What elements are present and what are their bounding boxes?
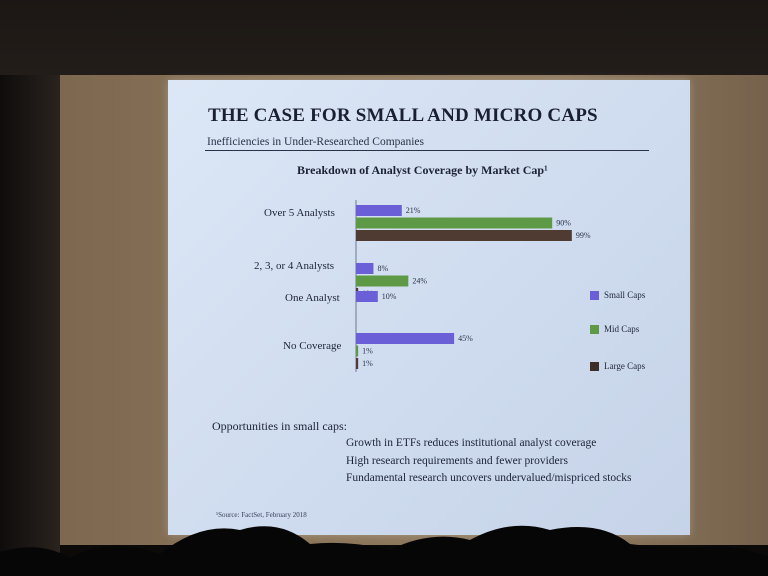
slide-subtitle: Inefficiencies in Under-Researched Compa… <box>207 136 425 148</box>
legend-label-mid-caps: Mid Caps <box>604 324 640 334</box>
category-label-one: One Analyst <box>285 292 340 304</box>
bullet-fundamental: Fundamental research uncovers undervalue… <box>346 472 632 484</box>
chart-title: Breakdown of Analyst Coverage by Market … <box>297 163 548 177</box>
category-label-none: No Coverage <box>283 340 342 352</box>
category-label-2-3-4: 2, 3, or 4 Analysts <box>254 260 335 272</box>
title-divider <box>205 150 649 151</box>
legend-mid-caps: Mid Caps <box>590 324 690 338</box>
legend-swatch-large-caps <box>590 362 599 371</box>
legend-swatch-mid-caps <box>590 325 599 334</box>
venue-ceiling <box>0 0 768 75</box>
legend-label-small-caps: Small Caps <box>604 290 646 300</box>
audience-silhouettes <box>0 525 768 576</box>
opportunities-heading: Opportunities in small caps: <box>212 419 347 433</box>
legend-small-caps: Small Caps <box>590 290 690 304</box>
bullet-etf: Growth in ETFs reduces institutional ana… <box>346 437 597 449</box>
source-footnote: ¹Source: FactSet, February 2018 <box>216 511 307 519</box>
legend-label-large-caps: Large Caps <box>604 361 646 371</box>
legend-large-caps: Large Caps <box>590 361 690 375</box>
slide-title: THE CASE FOR SMALL AND MICRO CAPS <box>208 105 598 126</box>
venue-left-wall <box>0 75 60 576</box>
category-label-over-5: Over 5 Analysts <box>264 207 335 219</box>
audience-heads <box>0 525 768 576</box>
bullet-research: High research requirements and fewer pro… <box>346 455 568 467</box>
projected-slide <box>168 80 690 535</box>
legend-swatch-small-caps <box>590 291 599 300</box>
